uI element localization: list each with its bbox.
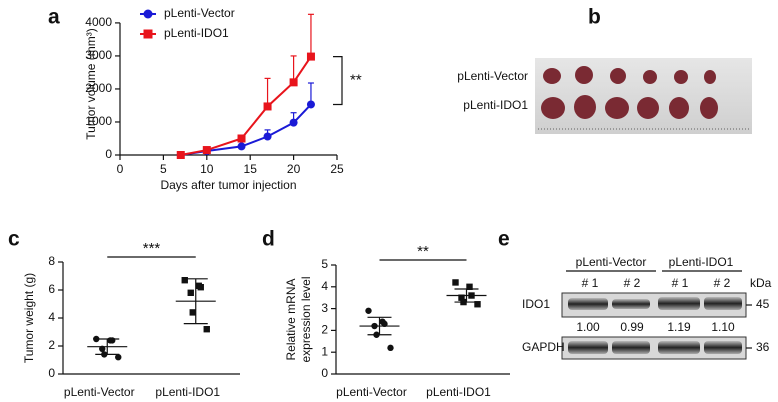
point xyxy=(263,102,272,111)
x-tick-label: pLenti-IDO1 xyxy=(426,385,491,399)
point xyxy=(458,294,465,301)
x-tick-label: 5 xyxy=(160,162,167,176)
group-label: pLenti-Vector xyxy=(576,255,647,269)
y-tick-label: 1000 xyxy=(85,114,112,128)
significance-label: ** xyxy=(350,72,362,89)
x-tick-label: 25 xyxy=(330,162,344,176)
point xyxy=(176,151,185,159)
panel-label: a xyxy=(48,6,60,29)
y-axis-label: Tumor volume (mm³) xyxy=(84,28,98,140)
tumor-photo xyxy=(535,58,752,134)
y-axis-label: Relative mRNA xyxy=(284,278,298,360)
band-label: GAPDH xyxy=(522,340,565,354)
panel-label: b xyxy=(588,6,601,29)
tumors xyxy=(541,66,718,119)
point xyxy=(289,118,298,127)
y-tick-label: 3000 xyxy=(85,48,112,62)
y-tick-label: 4 xyxy=(48,310,55,324)
quant-label: 1.00 xyxy=(576,320,600,334)
y-tick-label: 6 xyxy=(48,282,55,296)
point xyxy=(189,309,196,316)
y-axis-label: Tumor weight (g) xyxy=(22,273,36,363)
point xyxy=(109,337,116,344)
significance-label: *** xyxy=(143,240,161,257)
point xyxy=(202,146,211,155)
y-axis-label: expression level xyxy=(299,276,313,362)
x-tick-label: pLenti-Vector xyxy=(64,385,135,399)
point xyxy=(474,301,481,308)
x-axis-label: Days after tumor injection xyxy=(160,178,296,192)
lane-label: # 1 xyxy=(672,276,689,290)
lane-label: # 1 xyxy=(582,276,599,290)
y-tick-label: 8 xyxy=(48,254,55,268)
quant-label: 1.19 xyxy=(667,320,691,334)
point xyxy=(306,52,315,61)
point xyxy=(203,326,210,333)
row-label: pLenti-Vector xyxy=(457,69,528,83)
legend-marker xyxy=(143,9,153,19)
x-tick-label: 15 xyxy=(244,162,258,176)
row-label: pLenti-IDO1 xyxy=(463,98,528,112)
y-tick-label: 3 xyxy=(321,301,328,315)
y-tick-label: 4 xyxy=(321,279,328,293)
point xyxy=(197,284,204,291)
point xyxy=(387,344,394,352)
point xyxy=(181,277,188,284)
point xyxy=(365,307,372,314)
y-tick-label: 5 xyxy=(321,257,328,271)
point xyxy=(237,142,246,151)
significance-bracket xyxy=(333,55,343,106)
point xyxy=(187,289,194,296)
y-tick-label: 2 xyxy=(321,323,328,337)
point xyxy=(289,78,298,87)
point xyxy=(466,283,473,290)
panel-label: c xyxy=(8,228,20,251)
legend-label: pLenti-IDO1 xyxy=(164,26,229,40)
x-tick-label: 0 xyxy=(117,162,124,176)
y-tick-label: 1 xyxy=(321,344,328,358)
series-line xyxy=(180,56,312,156)
kda-label: 45 xyxy=(756,297,770,311)
point xyxy=(237,134,246,143)
legend-marker xyxy=(143,29,153,39)
x-tick-label: pLenti-Vector xyxy=(336,385,407,399)
x-tick-label: pLenti-IDO1 xyxy=(155,385,220,399)
unit-label: kDa xyxy=(750,276,772,290)
y-tick-label: 0 xyxy=(321,366,328,380)
x-tick-label: 20 xyxy=(287,162,301,176)
lane-label: # 2 xyxy=(714,276,731,290)
band-label: IDO1 xyxy=(522,297,550,311)
panel-label: d xyxy=(262,228,275,251)
legend-label: pLenti-Vector xyxy=(164,6,235,20)
quant-label: 1.10 xyxy=(711,320,735,334)
x-tick-label: 10 xyxy=(200,162,214,176)
series-line xyxy=(180,103,312,156)
bands xyxy=(568,341,742,354)
y-tick-label: 0 xyxy=(48,366,55,380)
bands xyxy=(568,297,742,310)
significance-label: ** xyxy=(417,243,429,260)
point xyxy=(306,100,315,109)
group-label: pLenti-IDO1 xyxy=(669,255,734,269)
kda-label: 36 xyxy=(756,340,770,354)
y-tick-label: 0 xyxy=(105,147,112,161)
panel-label: e xyxy=(498,228,510,251)
point xyxy=(115,354,122,361)
y-tick-label: 2 xyxy=(48,338,55,352)
point xyxy=(452,279,459,286)
quant-label: 0.99 xyxy=(620,320,644,334)
lane-label: # 2 xyxy=(624,276,641,290)
point xyxy=(263,132,272,141)
y-tick-label: 2000 xyxy=(85,81,112,95)
y-tick-label: 4000 xyxy=(85,15,112,29)
